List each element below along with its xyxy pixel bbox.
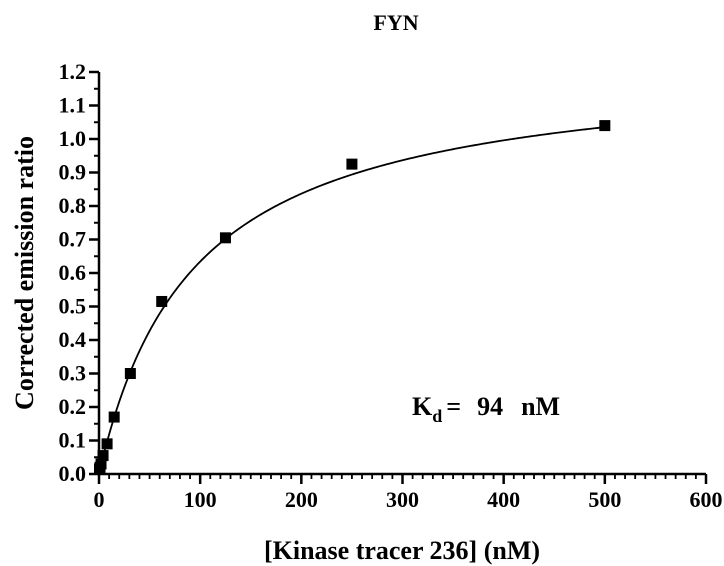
kd-subscript: d [432, 406, 442, 426]
kd-unit: nM [521, 392, 560, 421]
y-tick-label: 0.7 [59, 227, 87, 252]
y-tick-label: 0.0 [59, 461, 87, 486]
kd-symbol: K [412, 392, 433, 421]
y-tick-label: 0.5 [59, 294, 87, 319]
kd-value: 94 [477, 392, 503, 421]
data-point [156, 295, 168, 307]
kd-annotation: Kd = 94 nM [412, 392, 560, 426]
fit-curve [98, 126, 605, 475]
y-tick-label: 0.1 [59, 428, 87, 453]
kd-equals: = [446, 392, 461, 421]
chart-title: FYN [373, 10, 418, 35]
y-tick-label: 0.3 [59, 361, 87, 386]
x-tick-label: 100 [184, 487, 217, 512]
x-tick-label: 300 [386, 487, 419, 512]
y-tick-label: 1.1 [59, 93, 87, 118]
x-tick-label: 500 [588, 487, 621, 512]
data-point [108, 411, 120, 423]
data-point [95, 458, 107, 470]
x-axis-label: [Kinase tracer 236] (nM) [264, 536, 540, 565]
y-tick-label: 1.0 [59, 126, 87, 151]
data-point [97, 450, 109, 462]
data-point [219, 232, 231, 244]
x-tick-label: 0 [94, 487, 105, 512]
y-axis: 0.0 0.1 0.2 0.3 0.4 0.5 0.6 0.7 0.8 0.9 1.0 1.1 1.2 [59, 59, 99, 486]
x-tick-label: 200 [285, 487, 318, 512]
data-point [101, 438, 113, 450]
y-axis-label: Corrected emission ratio [10, 136, 39, 410]
x-axis: 0 100 200 300 400 500 600 [94, 474, 723, 512]
data-points [94, 120, 611, 475]
data-point [599, 120, 611, 132]
data-point [124, 368, 136, 379]
y-tick-label: 0.2 [59, 394, 87, 419]
y-tick-label: 0.9 [59, 160, 87, 185]
y-tick-label: 0.8 [59, 193, 87, 218]
y-tick-label: 0.6 [59, 260, 87, 285]
data-point [346, 158, 358, 170]
y-tick-label: 0.4 [59, 327, 87, 352]
y-tick-label: 1.2 [59, 59, 87, 84]
x-tick-label: 600 [690, 487, 723, 512]
x-tick-label: 400 [487, 487, 520, 512]
